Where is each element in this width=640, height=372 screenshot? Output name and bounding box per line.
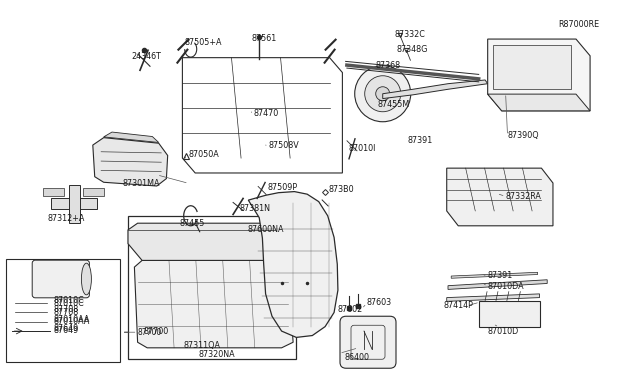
- Text: 87348G: 87348G: [397, 45, 428, 54]
- Text: 86400: 86400: [344, 353, 369, 362]
- Text: 87455: 87455: [179, 219, 205, 228]
- Text: 87700: 87700: [138, 328, 162, 337]
- Text: 87050A: 87050A: [189, 150, 220, 159]
- Ellipse shape: [81, 263, 92, 295]
- Polygon shape: [104, 132, 159, 142]
- Text: 87603: 87603: [367, 298, 392, 307]
- Text: 87649: 87649: [53, 324, 78, 333]
- Text: 87708: 87708: [53, 305, 78, 314]
- Text: 87010C: 87010C: [53, 299, 84, 308]
- Text: 87391: 87391: [488, 271, 513, 280]
- Text: 87509P: 87509P: [268, 183, 298, 192]
- Bar: [479, 301, 540, 327]
- Bar: [128, 216, 296, 359]
- Text: 87010D: 87010D: [488, 327, 519, 336]
- Polygon shape: [451, 272, 538, 278]
- Text: 87390Q: 87390Q: [508, 131, 539, 140]
- Polygon shape: [93, 138, 168, 186]
- Polygon shape: [488, 39, 590, 111]
- Polygon shape: [447, 168, 553, 226]
- Text: 87010DA: 87010DA: [488, 282, 524, 291]
- Text: 87708: 87708: [53, 308, 78, 317]
- Text: 87010AA: 87010AA: [53, 317, 90, 326]
- Text: 87010I: 87010I: [349, 144, 376, 153]
- Text: 87470: 87470: [253, 109, 278, 118]
- Text: 87301MA: 87301MA: [123, 179, 161, 188]
- Text: 87311QA: 87311QA: [184, 341, 221, 350]
- FancyBboxPatch shape: [32, 260, 90, 298]
- Text: 87332C: 87332C: [395, 30, 426, 39]
- FancyBboxPatch shape: [51, 198, 97, 209]
- Text: 87381N: 87381N: [240, 204, 271, 213]
- Polygon shape: [448, 280, 547, 289]
- Text: 87455M: 87455M: [378, 100, 410, 109]
- Text: 87505+A: 87505+A: [184, 38, 222, 47]
- Text: 87368: 87368: [376, 61, 401, 70]
- Circle shape: [355, 66, 411, 122]
- FancyBboxPatch shape: [340, 316, 396, 368]
- Text: 87010C: 87010C: [53, 296, 84, 305]
- Text: 87508V: 87508V: [269, 141, 300, 150]
- Circle shape: [365, 76, 401, 112]
- Polygon shape: [134, 260, 293, 348]
- Polygon shape: [248, 192, 338, 337]
- Bar: [6, 259, 120, 362]
- FancyBboxPatch shape: [83, 188, 104, 196]
- Polygon shape: [488, 94, 590, 111]
- Text: 87391: 87391: [407, 136, 432, 145]
- Polygon shape: [128, 223, 285, 260]
- Text: 87332RA: 87332RA: [506, 192, 541, 201]
- Polygon shape: [383, 80, 488, 99]
- Text: R87000RE: R87000RE: [558, 20, 599, 29]
- Text: 87312+A: 87312+A: [48, 214, 85, 223]
- Text: 87010AA: 87010AA: [53, 315, 90, 324]
- FancyBboxPatch shape: [68, 185, 79, 223]
- Text: 87649: 87649: [53, 326, 78, 335]
- Bar: [493, 45, 571, 89]
- Text: 87561: 87561: [252, 34, 276, 43]
- Text: 87600NA: 87600NA: [247, 225, 284, 234]
- Text: 87700: 87700: [144, 327, 169, 336]
- Text: 873B0: 873B0: [328, 185, 354, 194]
- Text: 24346T: 24346T: [131, 52, 161, 61]
- FancyBboxPatch shape: [43, 188, 64, 196]
- Polygon shape: [276, 223, 296, 268]
- Text: 87414P: 87414P: [444, 301, 474, 310]
- Text: 87320NA: 87320NA: [198, 350, 235, 359]
- Circle shape: [376, 87, 390, 101]
- Polygon shape: [447, 294, 540, 301]
- Text: 87602: 87602: [337, 305, 362, 314]
